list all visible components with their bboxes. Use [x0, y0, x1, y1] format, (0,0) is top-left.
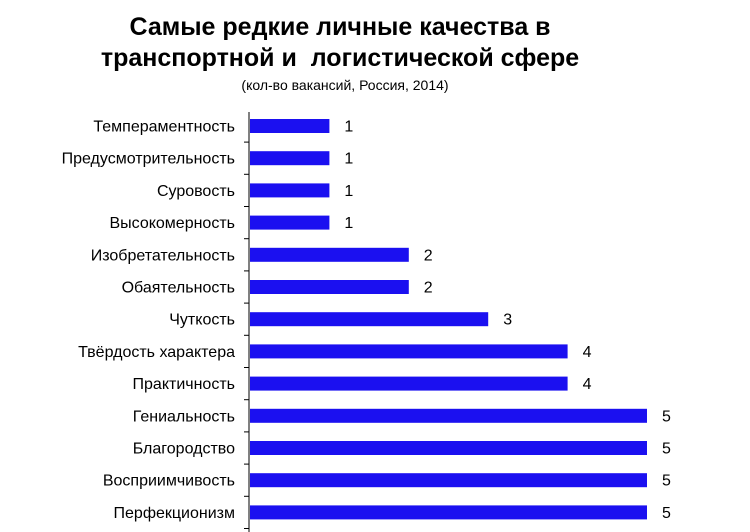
category-label: Темпераментность — [93, 119, 235, 136]
category-label: Перфекционизм — [114, 505, 235, 522]
category-label: Предусмотрительность — [62, 151, 235, 168]
bar — [250, 408, 647, 423]
chart-title-line-2: транспортной и логистической сфере — [100, 44, 580, 72]
category-label: Практичность — [133, 376, 235, 393]
data-label: 4 — [583, 376, 592, 393]
data-label: 1 — [344, 151, 353, 168]
chart-title-line-1: Самые редкие личные качества в — [129, 13, 551, 41]
bar — [250, 441, 647, 455]
bar — [250, 376, 568, 391]
data-label: 5 — [662, 473, 671, 490]
bar — [250, 505, 647, 520]
data-label: 4 — [583, 344, 592, 361]
data-label: 2 — [424, 247, 433, 264]
category-label: Изобретательность — [91, 247, 235, 264]
category-label: Чуткость — [169, 312, 235, 329]
data-label: 2 — [424, 280, 433, 297]
data-label: 5 — [662, 505, 671, 522]
data-label: 5 — [662, 441, 671, 458]
category-label: Обаятельность — [122, 280, 235, 297]
data-label: 1 — [344, 215, 353, 232]
bar — [250, 473, 647, 488]
category-label: Твёрдость характера — [78, 344, 235, 361]
bar — [250, 312, 489, 327]
bar — [250, 183, 330, 198]
chart-title-block: Самые редкие личные качества в транспорт… — [0, 12, 680, 95]
data-label: 1 — [344, 183, 353, 200]
category-label: Суровость — [157, 183, 235, 200]
bar — [250, 247, 409, 262]
chart-subtitle: (кол-во вакансий, Россия, 2014) — [241, 77, 449, 93]
data-label: 5 — [662, 408, 671, 425]
category-label: Высокомерность — [109, 215, 235, 232]
category-label: Благородство — [133, 441, 235, 458]
bar — [250, 151, 330, 166]
category-label: Гениальность — [133, 408, 235, 425]
bar — [250, 119, 330, 133]
bar — [250, 280, 409, 294]
category-label: Восприимчивость — [103, 473, 235, 490]
data-label: 1 — [344, 119, 353, 136]
data-label: 3 — [503, 312, 512, 329]
bar — [250, 344, 568, 359]
bar — [250, 215, 330, 230]
